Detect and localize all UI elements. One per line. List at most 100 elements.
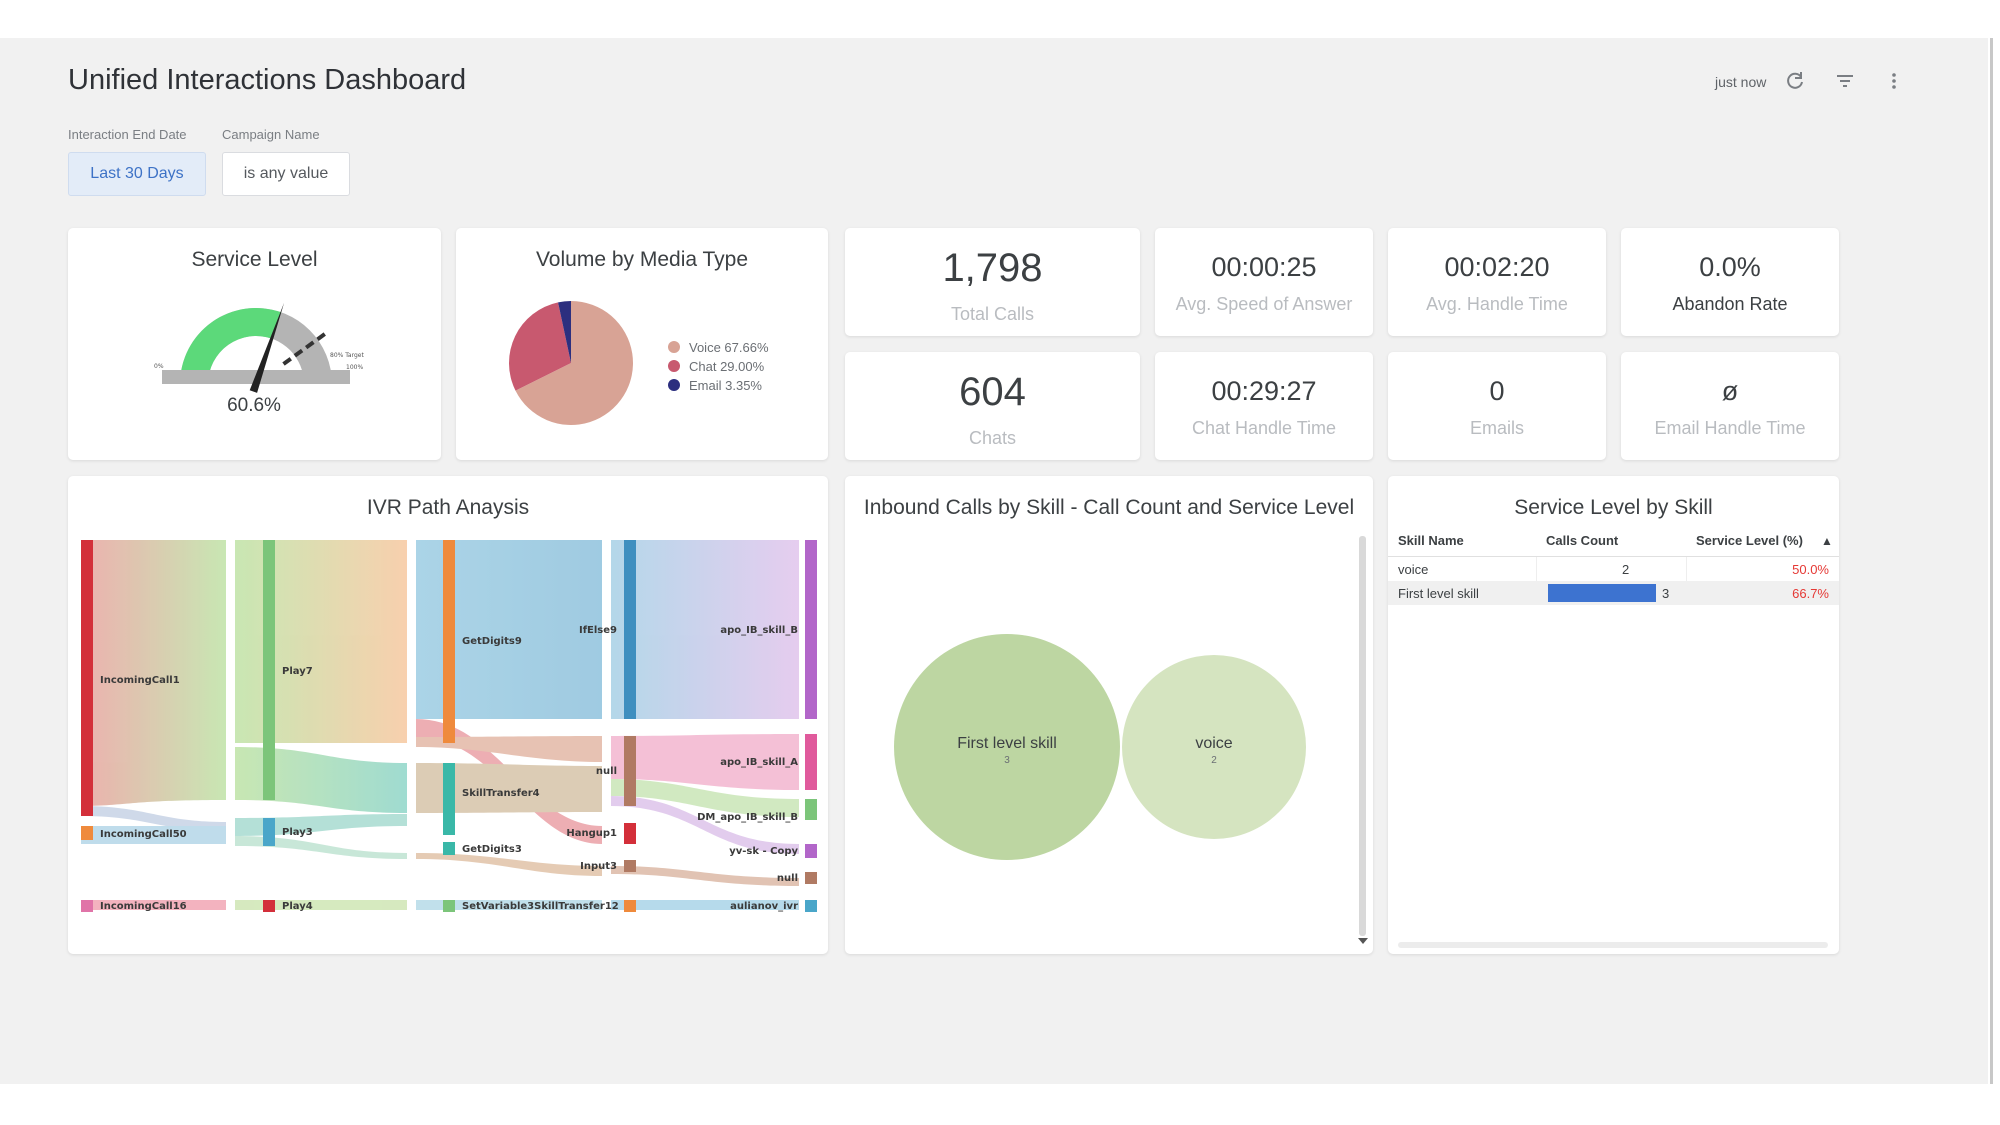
kpi-email-handle-time: ø Email Handle Time bbox=[1621, 352, 1839, 460]
kpi-label: Emails bbox=[1469, 418, 1524, 438]
ivr-node-skilltransfer4: SkillTransfer4 bbox=[462, 788, 540, 799]
kpi-value: 1,798 bbox=[942, 246, 1043, 290]
skill-table-title: Service Level by Skill bbox=[1514, 496, 1713, 519]
sankey-labels: IncomingCall1 IncomingCall50 IncomingCal… bbox=[100, 625, 798, 912]
kpi-value: 0.0% bbox=[1699, 252, 1761, 282]
sort-ascending-icon[interactable]: ▲ bbox=[1821, 534, 1833, 548]
gauge-min-label: 0% bbox=[154, 363, 164, 370]
page-scrollbar[interactable] bbox=[1990, 38, 1993, 1084]
pie-slice-email bbox=[558, 301, 571, 363]
legend-item-email: Email 3.35% bbox=[668, 378, 762, 393]
ivr-node-play7: Play7 bbox=[282, 666, 313, 677]
kpi-label: Chats bbox=[968, 428, 1017, 448]
kpi-avg-handle-time: 00:02:20 Avg. Handle Time bbox=[1388, 228, 1606, 336]
kpi-value: 00:29:27 bbox=[1211, 376, 1317, 406]
kpi-value: 00:02:20 bbox=[1444, 252, 1550, 282]
ivr-node-setvariable: SetVariable3SkillTransfer12 bbox=[462, 901, 619, 912]
legend-dot bbox=[668, 341, 680, 353]
ivr-node-getdigits9: GetDigits9 bbox=[462, 636, 522, 647]
kpi-label: Email Handle Time bbox=[1654, 418, 1806, 438]
bubble-chart-scrollbar[interactable] bbox=[1359, 536, 1366, 936]
legend-label: Voice 67.66% bbox=[689, 340, 769, 355]
ivr-node-play3: Play3 bbox=[282, 827, 313, 838]
service-level-card: Service Level 0% 80% Target 100% 60.6% bbox=[68, 228, 441, 460]
column-header-calls-count[interactable]: Calls Count bbox=[1546, 533, 1619, 548]
ivr-node-aulianov-ivr: aulianov_ivr bbox=[730, 901, 798, 912]
kpi-value: 604 bbox=[959, 370, 1026, 414]
sankey-links bbox=[81, 540, 799, 910]
inbound-calls-skill-card: Inbound Calls by Skill - Call Count and … bbox=[845, 476, 1373, 954]
ivr-node-yv-sk-copy: yv-sk - Copy bbox=[729, 846, 798, 857]
legend-label: Email 3.35% bbox=[689, 378, 762, 393]
filter-icon[interactable] bbox=[1834, 70, 1856, 92]
kpi-label: Chat Handle Time bbox=[1191, 418, 1337, 438]
ivr-node-incomingcall1: IncomingCall1 bbox=[100, 675, 180, 686]
sankey-nodes bbox=[81, 540, 817, 912]
column-header-skill-name[interactable]: Skill Name bbox=[1398, 533, 1464, 548]
gauge-target-label: 80% Target bbox=[330, 352, 364, 359]
bubble-label-voice: voice bbox=[1195, 735, 1232, 752]
campaign-filter-button[interactable]: is any value bbox=[222, 152, 350, 196]
refresh-icon[interactable] bbox=[1784, 70, 1806, 92]
column-header-service-level[interactable]: Service Level (%) bbox=[1696, 533, 1803, 548]
legend-dot bbox=[668, 379, 680, 391]
gauge-max-label: 100% bbox=[346, 364, 363, 371]
ivr-node-input3: Input3 bbox=[580, 861, 617, 872]
legend-dot bbox=[668, 360, 680, 372]
more-vert-icon[interactable] bbox=[1883, 70, 1905, 92]
legend-item-chat: Chat 29.00% bbox=[668, 359, 764, 374]
table-row[interactable]: First level skill 3 66.7% bbox=[1388, 581, 1839, 605]
filter-label-end-date: Interaction End Date bbox=[68, 127, 187, 142]
ivr-node-apo-ib-skill-a: apo_IB_skill_A bbox=[720, 757, 798, 768]
table-header-divider bbox=[1388, 556, 1839, 557]
last-updated-text: just now bbox=[1715, 74, 1767, 90]
media-type-card: Volume by Media Type Voice 67.66% Chat 2… bbox=[456, 228, 828, 460]
skill-table: Skill Name Calls Count Service Level (%)… bbox=[1388, 526, 1839, 646]
ivr-node-play4: Play4 bbox=[282, 901, 313, 912]
skill-bubble-chart: First level skill 3 voice 2 bbox=[894, 634, 1306, 860]
kpi-avg-speed-of-answer: 00:00:25 Avg. Speed of Answer bbox=[1155, 228, 1373, 336]
kpi-label: Avg. Handle Time bbox=[1426, 294, 1568, 314]
bubble-count-voice: 2 bbox=[1211, 755, 1217, 766]
calls-count-bar bbox=[1548, 584, 1656, 602]
kpi-value: 00:00:25 bbox=[1211, 252, 1317, 282]
ivr-node-getdigits3: GetDigits3 bbox=[462, 844, 522, 855]
ivr-node-dm-apo-ib-skill-b: DM_apo_IB_skill_B bbox=[697, 812, 798, 823]
kpi-chats: 604 Chats bbox=[845, 352, 1140, 460]
media-type-title: Volume by Media Type bbox=[535, 248, 749, 271]
ivr-node-apo-ib-skill-b: apo_IB_skill_B bbox=[720, 625, 798, 636]
cell-calls-count: 3 bbox=[1662, 586, 1670, 601]
ivr-node-null-2: null bbox=[777, 873, 798, 884]
ivr-node-incomingcall16: IncomingCall16 bbox=[100, 901, 187, 912]
kpi-total-calls: 1,798 Total Calls bbox=[845, 228, 1140, 336]
bubble-count-first-level-skill: 3 bbox=[1004, 755, 1010, 766]
end-date-filter-button[interactable]: Last 30 Days bbox=[68, 152, 206, 196]
page-title: Unified Interactions Dashboard bbox=[68, 64, 467, 96]
table-horizontal-scrollbar[interactable] bbox=[1398, 942, 1828, 948]
pie-slice-chat bbox=[509, 302, 571, 391]
cell-calls-count: 2 bbox=[1622, 562, 1630, 577]
bubble-label-first-level-skill: First level skill bbox=[957, 735, 1057, 752]
kpi-abandon-rate: 0.0% Abandon Rate bbox=[1621, 228, 1839, 336]
kpi-label: Avg. Speed of Answer bbox=[1175, 294, 1353, 314]
legend-item-voice: Voice 67.66% bbox=[668, 340, 769, 355]
table-row[interactable]: voice 2 50.0% bbox=[1388, 557, 1839, 581]
kpi-chat-handle-time: 00:29:27 Chat Handle Time bbox=[1155, 352, 1373, 460]
kpi-label: Total Calls bbox=[950, 304, 1035, 324]
ivr-node-ifelse9: IfElse9 bbox=[579, 625, 617, 636]
ivr-node-hangup1: Hangup1 bbox=[566, 828, 617, 839]
filter-label-campaign: Campaign Name bbox=[222, 127, 320, 142]
scroll-down-arrow-icon[interactable] bbox=[1358, 938, 1368, 944]
kpi-value: 0 bbox=[1489, 376, 1505, 406]
service-level-by-skill-card: Service Level by Skill Skill Name Calls … bbox=[1388, 476, 1839, 954]
cell-skill-name: voice bbox=[1398, 562, 1429, 577]
service-level-title: Service Level bbox=[191, 248, 318, 271]
kpi-value: ø bbox=[1721, 376, 1739, 406]
inbound-calls-title: Inbound Calls by Skill - Call Count and … bbox=[863, 496, 1355, 519]
kpi-label: Abandon Rate bbox=[1672, 294, 1788, 314]
media-legend: Voice 67.66% Chat 29.00% Email 3.35% bbox=[668, 340, 818, 400]
ivr-node-null-1: null bbox=[596, 766, 617, 777]
cell-service-level: 50.0% bbox=[1792, 562, 1829, 577]
service-level-gauge: 0% 80% Target 100% 60.6% bbox=[154, 302, 364, 416]
ivr-node-incomingcall50: IncomingCall50 bbox=[100, 829, 187, 840]
